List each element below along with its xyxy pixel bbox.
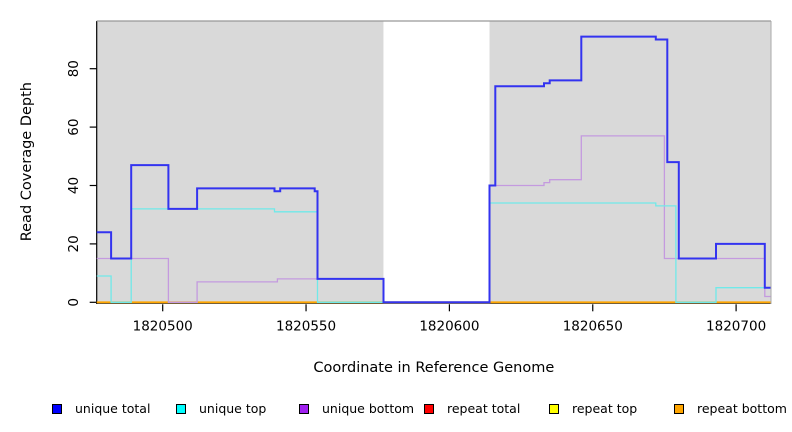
legend-item-unique-total: unique total [52,401,150,417]
y-tick-label: 40 [66,177,82,194]
x-tick-label: 1820500 [133,318,193,334]
y-axis-title: Read Coverage Depth [19,82,35,241]
series-line-unique-bottom [96,135,771,303]
x-tick-label: 1820600 [419,318,479,334]
legend-item-unique-bottom: unique bottom [299,401,414,417]
chart-legend: unique total unique top unique bottom repea… [0,398,792,422]
x-axis-title: Coordinate in Reference Genome [313,360,554,376]
legend-item-unique-top: unique top [176,401,266,417]
chart-svg: 1820500 1820550 1820600 1820650 1820700 0 20 40… [19,20,772,376]
legend-label: unique bottom [322,401,415,416]
x-tick-label: 1820650 [563,318,623,334]
legend-swatch-icon [549,404,559,414]
legend-item-repeat-top: repeat top [549,401,637,417]
legend-swatch-icon [424,404,434,414]
chart-area: 1820500 1820550 1820600 1820650 1820700 0 20 40… [19,20,772,376]
legend-label: repeat bottom [697,401,787,416]
y-tick-label: 20 [66,235,82,252]
y-tick-label: 0 [66,298,82,307]
legend-swatch-icon [52,404,62,414]
mask-region [383,21,490,304]
y-tick-label: 80 [66,60,82,77]
y-tick-label: 60 [66,119,82,136]
legend-swatch-icon [176,404,186,414]
legend-item-repeat-total: repeat total [424,401,520,417]
legend-label: repeat top [572,401,638,416]
legend-label: unique top [199,401,267,416]
x-tick-label: 1820700 [706,318,766,334]
legend-label: unique total [75,401,151,416]
legend-swatch-icon [299,404,309,414]
legend-label: repeat total [447,401,521,416]
series-line-unique-total [96,35,771,304]
legend-item-repeat-bottom: repeat bottom [674,401,787,417]
x-tick-label: 1820550 [276,318,336,334]
legend-swatch-icon [674,404,684,414]
